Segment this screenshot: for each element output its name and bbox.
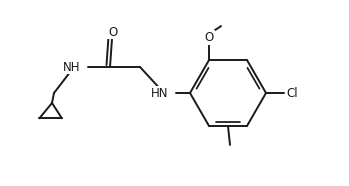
Text: O: O — [205, 31, 214, 44]
Text: NH: NH — [62, 60, 80, 73]
Text: O: O — [109, 25, 118, 39]
Text: HN: HN — [150, 86, 168, 100]
Text: Cl: Cl — [286, 86, 298, 100]
